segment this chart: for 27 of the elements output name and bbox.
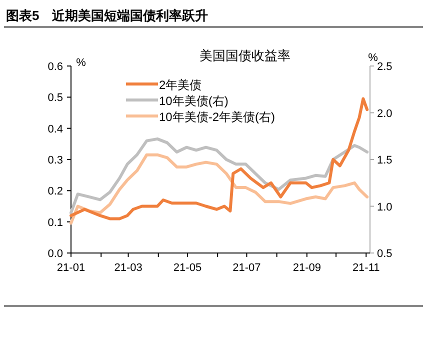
x-tick-label: 21-01	[56, 262, 86, 274]
y2-axis-title: %	[368, 52, 378, 64]
x-tick-label: 21-09	[292, 262, 321, 274]
text: 图表5 近期美国短端国债利率跃升	[6, 8, 208, 23]
legend-label: 10年美债-2年美债(右)	[159, 110, 276, 124]
x-tick-label: 21-03	[114, 262, 142, 274]
chart-title: 美国国债收益率	[200, 48, 290, 63]
y2-tick-label: 0.5	[377, 248, 392, 260]
y-axis-title: %	[76, 57, 86, 69]
y-tick-label: 0.1	[48, 216, 63, 229]
y-tick-label: 0.3	[48, 154, 63, 166]
y2-tick-label: 2.5	[377, 61, 392, 73]
y2-tick-label: 1.0	[377, 201, 392, 214]
y-tick-label: 0.0	[48, 248, 63, 260]
legend-label: 10年美债(右)	[159, 94, 228, 108]
legend-label: 2年美债	[159, 78, 202, 92]
x-tick-label: 21-11	[352, 262, 380, 274]
y-tick-label: 0.6	[48, 61, 63, 73]
y2-tick-label: 1.5	[377, 154, 392, 166]
line-series	[70, 153, 369, 225]
y-tick-label: 0.5	[48, 92, 63, 104]
y-tick-label: 0.4	[48, 123, 63, 136]
x-tick-label: 21-05	[173, 262, 202, 274]
y-tick-label: 0.2	[48, 186, 63, 198]
line-series	[70, 137, 369, 214]
y2-tick-label: 2.0	[377, 108, 392, 120]
x-tick-label: 21-07	[232, 262, 261, 274]
